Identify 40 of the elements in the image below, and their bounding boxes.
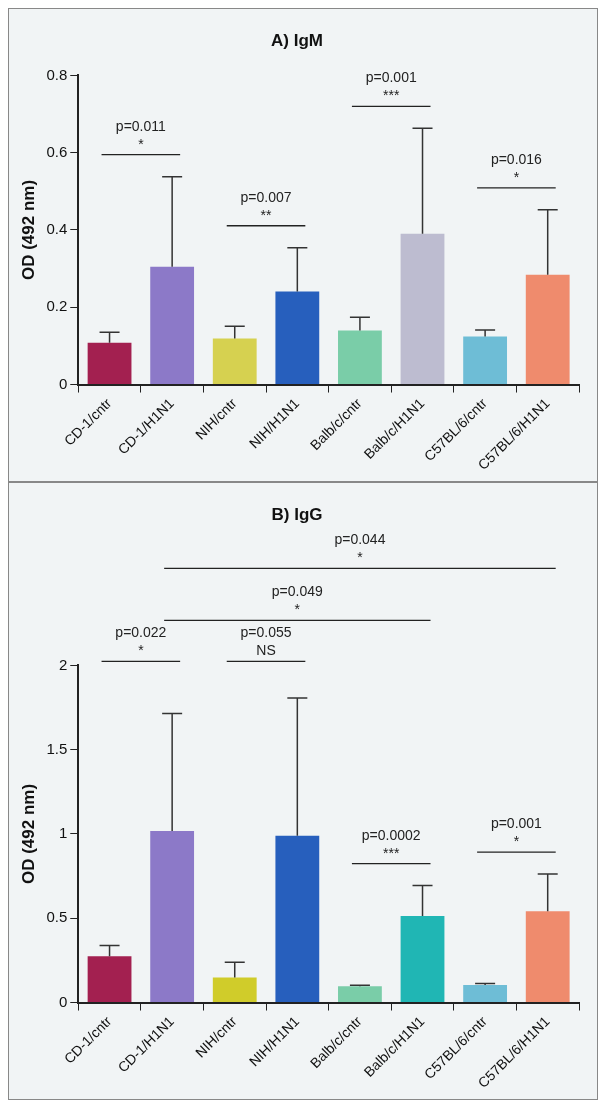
text: p=0.044 * [334, 531, 386, 566]
bar [400, 916, 445, 1003]
bar [338, 330, 382, 385]
bar [463, 985, 508, 1003]
y-tick-label: 2 [58, 655, 68, 673]
chart-title: B) IgG [271, 504, 323, 524]
y-tick-label: 0 [58, 992, 68, 1010]
bar [338, 986, 382, 1003]
bar [212, 977, 257, 1003]
y-tick-label: 1.5 [46, 739, 68, 757]
text: p=0.055 NS [240, 624, 292, 659]
annotation: p=0.001 *** [365, 69, 417, 104]
annotation: p=0.011 * [115, 117, 167, 152]
y-tick-label: 0.5 [46, 908, 68, 926]
bar [87, 342, 132, 385]
annotation: p=0.0002 *** [361, 826, 421, 861]
bar [463, 336, 508, 385]
y-tick-label: 0.6 [46, 142, 68, 160]
y-axis-title: OD (492 nm) [18, 783, 38, 885]
y-tick-label: 0.8 [46, 65, 68, 83]
annotation: p=0.001 * [490, 815, 543, 850]
bar [212, 338, 257, 385]
bar [275, 835, 320, 1003]
annotation: p=0.007 ** [240, 188, 292, 223]
annotation: p=0.016 * [490, 150, 543, 185]
bar [400, 233, 445, 385]
bar [275, 291, 320, 385]
y-tick-label: 1 [58, 824, 68, 842]
y-axis-title: OD (492 nm) [18, 179, 38, 281]
text: p=0.049 * [271, 583, 324, 618]
y-tick-label: 0 [58, 374, 68, 392]
text: p=0.022 * [115, 624, 167, 659]
bar [150, 831, 195, 1003]
bar [87, 956, 132, 1003]
bar [525, 274, 570, 385]
y-tick-label: 0.4 [46, 220, 68, 238]
y-tick-label: 0.2 [46, 297, 68, 315]
bar [525, 911, 570, 1003]
chart-title: A) IgM [271, 30, 323, 50]
bar [150, 266, 195, 385]
